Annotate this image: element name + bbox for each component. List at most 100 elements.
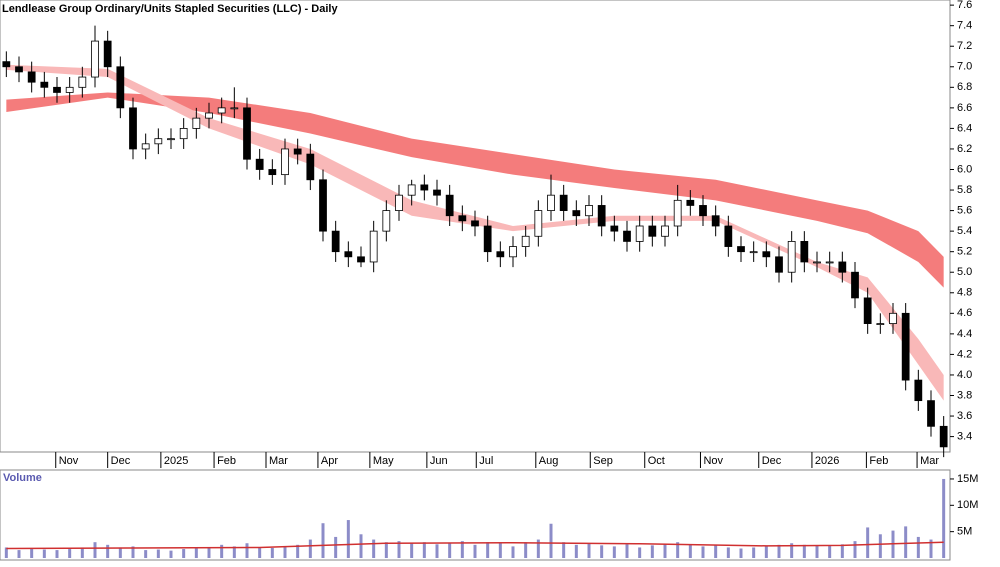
candle-body <box>737 246 745 253</box>
volume-bar <box>93 542 97 558</box>
candle-body <box>369 230 378 263</box>
volume-bar <box>42 549 46 558</box>
volume-bar <box>144 550 148 558</box>
candle-body <box>103 40 112 68</box>
volume-bar <box>4 547 8 558</box>
volume-bar <box>612 546 616 558</box>
volume-bar <box>587 543 591 558</box>
candle-body <box>838 261 847 273</box>
candle-body <box>927 400 935 427</box>
volume-bar <box>701 546 705 558</box>
candle-body <box>458 215 467 222</box>
x-tick-label: Aug <box>539 455 559 467</box>
y-tick-label: 7.6 <box>957 0 972 11</box>
candle-body <box>686 199 695 206</box>
candle-body <box>471 220 479 227</box>
candle-body <box>610 225 619 232</box>
candle-body <box>357 256 365 263</box>
volume-layer: 5M 10M 15M <box>4 473 978 558</box>
x-tick-label: Nov <box>703 455 723 467</box>
candle-body <box>255 158 264 170</box>
x-tick-label: Feb <box>869 455 888 467</box>
volume-bar <box>916 536 920 558</box>
y-tick-label: 4.6 <box>957 307 972 319</box>
volume-bar <box>790 543 794 558</box>
ma-band <box>6 92 944 288</box>
volume-bar <box>866 527 870 558</box>
candle-body <box>939 425 948 448</box>
volume-bar <box>777 544 781 558</box>
candle-body <box>699 205 707 217</box>
volume-bar <box>118 547 122 558</box>
volume-bar <box>942 478 946 558</box>
volume-bar <box>156 549 160 558</box>
candle-body <box>40 81 49 88</box>
candle-body <box>775 256 783 273</box>
y-tick-label: 7.0 <box>957 61 972 73</box>
candle-body <box>559 194 568 211</box>
x-tick-label: Oct <box>648 455 665 467</box>
candle-body <box>420 184 429 191</box>
candle-body <box>762 251 771 258</box>
volume-bar <box>334 536 338 558</box>
volume-bar <box>638 547 642 558</box>
candle-body <box>433 189 441 196</box>
volume-bar <box>840 544 844 558</box>
candle-body <box>78 76 87 88</box>
candle-body <box>91 40 99 78</box>
volume-bar <box>524 542 528 558</box>
volume-bar <box>460 541 464 558</box>
volume-bar <box>473 544 477 558</box>
volume-bar <box>220 544 224 558</box>
x-tick-label: Apr <box>321 455 338 467</box>
volume-bar <box>625 544 629 558</box>
volume-bar <box>574 544 578 558</box>
candle-body <box>154 138 163 145</box>
volume-panel <box>0 469 951 561</box>
candle-body <box>585 205 593 217</box>
candle-body <box>901 312 910 381</box>
candle-body <box>800 241 809 263</box>
volume-bar <box>663 544 667 558</box>
y-tick-label: 4.2 <box>957 348 972 360</box>
volume-bar <box>904 526 908 558</box>
y-tick-label: 5.0 <box>957 266 972 278</box>
volume-bar <box>30 548 34 558</box>
candle-body <box>825 261 834 264</box>
y-tick-label: 6.0 <box>957 163 972 175</box>
y-tick-label: 6.2 <box>957 143 972 155</box>
candle-body <box>116 66 125 109</box>
y-tick-label: 4.0 <box>957 369 972 381</box>
candle-body <box>382 210 391 232</box>
volume-bar <box>422 542 426 558</box>
y-tick-label: 7.4 <box>957 20 972 32</box>
volume-bar <box>448 543 452 558</box>
volume-bar <box>726 547 730 558</box>
volume-bar <box>549 523 553 558</box>
x-tick-label: Sep <box>593 455 613 467</box>
x-tick-label: Nov <box>59 455 79 467</box>
y-tick-label: 6.8 <box>957 81 972 93</box>
volume-bar <box>245 543 249 558</box>
volume-bar <box>232 546 236 558</box>
candle-body <box>889 312 897 324</box>
volume-bar <box>346 520 350 558</box>
candle-body <box>623 230 631 242</box>
x-tick-label: Mar <box>269 455 288 467</box>
candle-body <box>281 148 289 176</box>
candle-body <box>496 251 505 258</box>
y-tick-label: 7.2 <box>957 40 972 52</box>
candle-body <box>813 261 821 264</box>
volume-title: Volume <box>3 472 42 484</box>
volume-bar <box>853 541 857 558</box>
x-tick-label: Jun <box>430 455 448 467</box>
volume-bar <box>270 547 274 558</box>
volume-bar <box>258 547 262 558</box>
candle-body <box>306 153 315 181</box>
x-tick-label: Dec <box>111 455 131 467</box>
x-tick-label: Feb <box>217 455 236 467</box>
y-tick-label: 3.6 <box>957 410 972 422</box>
candle-body <box>192 117 201 129</box>
volume-bar <box>600 545 604 558</box>
